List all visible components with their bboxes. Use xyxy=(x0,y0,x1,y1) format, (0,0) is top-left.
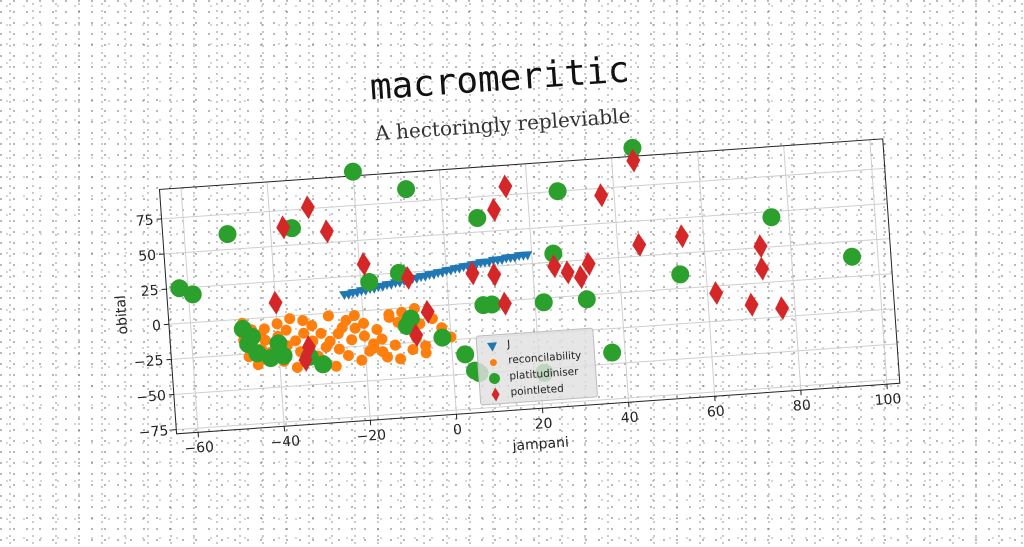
x-gridline xyxy=(698,152,715,396)
legend: J reconcilability platitudiniser pointle… xyxy=(475,328,598,406)
x-tick-label: 40 xyxy=(620,410,639,427)
legend-label: pointleted xyxy=(510,382,564,401)
data-point xyxy=(674,224,690,249)
data-point xyxy=(631,232,647,257)
data-point xyxy=(396,180,415,199)
data-point xyxy=(560,260,576,285)
circle-marker-icon xyxy=(486,355,501,370)
x-gridline xyxy=(353,176,370,420)
data-point xyxy=(708,281,724,306)
data-point xyxy=(284,313,296,325)
y-tick-label: −25 xyxy=(133,353,164,371)
data-point xyxy=(334,343,346,355)
y-tick-label: 75 xyxy=(135,212,154,229)
data-point xyxy=(744,292,760,317)
legend-label: J xyxy=(507,337,511,352)
x-tick-label: 60 xyxy=(706,404,725,421)
data-point xyxy=(323,310,335,322)
data-point xyxy=(486,197,502,222)
data-point xyxy=(433,328,452,347)
x-gridline xyxy=(181,188,198,432)
circle-marker-icon xyxy=(487,371,502,386)
data-point xyxy=(548,182,567,201)
data-point xyxy=(842,247,861,266)
data-point xyxy=(343,162,362,181)
data-point xyxy=(754,256,770,281)
x-axis-label: jampani xyxy=(511,435,569,455)
x-gridline xyxy=(439,170,456,414)
data-point xyxy=(268,290,284,315)
data-point xyxy=(534,293,553,312)
x-tick-label: 0 xyxy=(453,422,463,439)
x-gridline xyxy=(784,146,801,390)
x-gridline xyxy=(870,140,887,384)
data-point xyxy=(671,265,690,284)
x-tick-label: −40 xyxy=(270,433,301,451)
y-tick-label: 0 xyxy=(152,318,162,335)
y-axis-label: obital xyxy=(113,295,132,335)
data-point xyxy=(271,318,283,330)
data-point xyxy=(395,353,407,365)
data-point xyxy=(330,360,342,372)
data-point xyxy=(300,195,316,220)
x-tick-label: 20 xyxy=(534,416,553,433)
y-tick-label: 25 xyxy=(140,283,159,300)
data-point xyxy=(497,291,513,316)
y-tick-label: 50 xyxy=(138,248,157,265)
data-point xyxy=(593,183,609,208)
data-point xyxy=(456,345,475,364)
diamond-marker-icon xyxy=(488,387,503,402)
data-point xyxy=(577,290,596,309)
x-tick-label: 80 xyxy=(792,398,811,415)
triangle-down-marker-icon xyxy=(485,339,500,354)
data-point xyxy=(762,208,781,227)
x-tick-label: −20 xyxy=(356,427,387,445)
data-point xyxy=(319,219,335,244)
data-point xyxy=(468,208,487,227)
x-tick-label: 100 xyxy=(874,391,902,409)
data-point xyxy=(389,339,401,351)
data-point xyxy=(343,350,355,362)
y-tick-label: −50 xyxy=(136,388,167,406)
y-tick-label: −75 xyxy=(138,423,169,441)
data-point xyxy=(753,234,769,259)
data-point xyxy=(603,343,622,362)
x-tick-label: −60 xyxy=(184,439,215,457)
data-point xyxy=(359,330,371,342)
data-point xyxy=(356,252,372,277)
x-gridline xyxy=(612,158,629,402)
data-point xyxy=(218,224,237,243)
data-point xyxy=(346,334,358,346)
